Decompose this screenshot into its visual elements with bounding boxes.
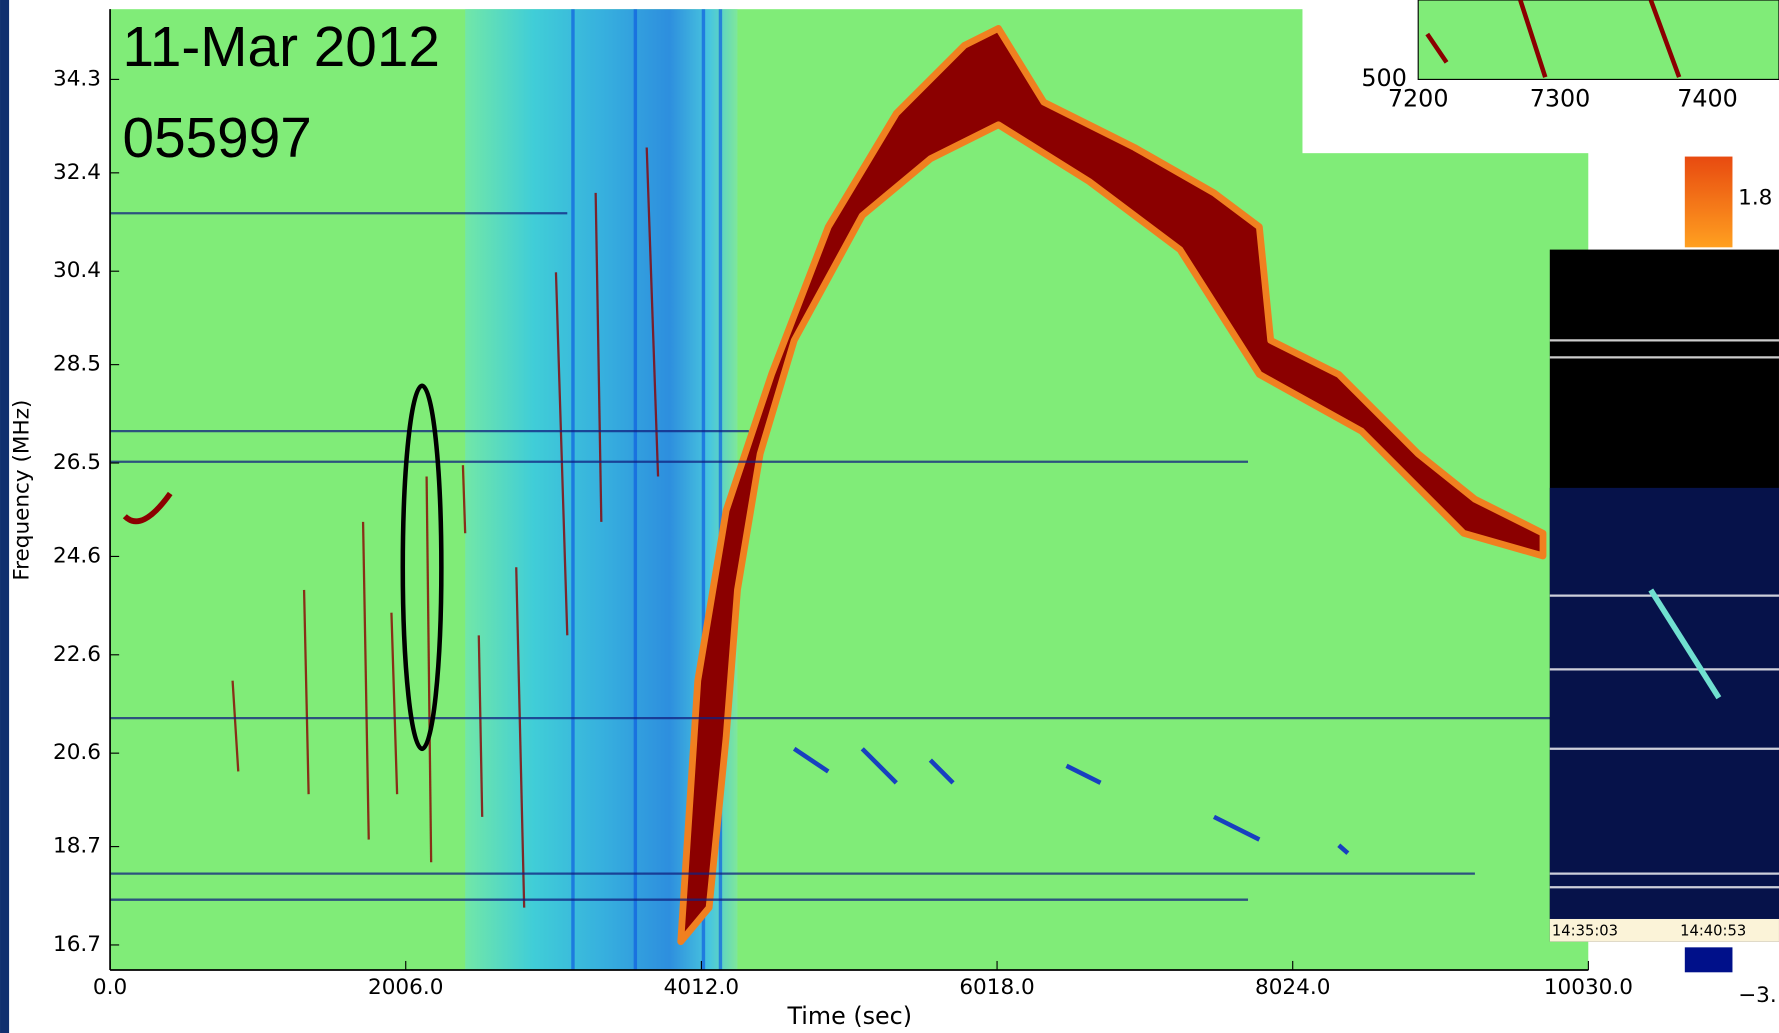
slide-edge <box>0 0 10 1033</box>
highlight-ellipse <box>400 383 444 752</box>
x-tick-label: 8024.0 <box>1255 975 1330 1000</box>
inset-plot: 7200 7300 7400 500 <box>1302 0 1779 154</box>
colorbar-label: −3. <box>1738 983 1777 1008</box>
y-tick-label: 24.6 <box>53 543 101 568</box>
small-burst <box>122 491 173 525</box>
x-axis-label: Time (sec) <box>787 1002 913 1030</box>
inset-image-time: 14:40:53 <box>1680 922 1746 939</box>
inset-x-tick-label: 7300 <box>1530 84 1591 112</box>
spectrogram-image <box>110 9 1589 971</box>
x-tick-label: 4012.0 <box>664 975 739 1000</box>
interference-lines <box>110 212 1589 901</box>
y-tick-label: 30.4 <box>53 258 101 283</box>
inset-area <box>1417 0 1779 80</box>
colorbar-label: 1.8 <box>1738 186 1772 211</box>
annotation: 11-Mar 2012 <box>123 16 440 79</box>
drift-features <box>792 746 1350 855</box>
bursts <box>231 147 660 908</box>
annotation: 055997 <box>123 107 312 170</box>
background <box>110 9 1589 971</box>
inset-x-tick-label: 7400 <box>1677 84 1738 112</box>
axes: 0.0 2006.0 4012.0 6018.0 8024.0 10030.0 16.7 18… <box>53 9 1633 1000</box>
inset-image-feature <box>1648 588 1722 700</box>
x-tick-label: 2006.0 <box>368 975 443 1000</box>
y-tick-label: 32.4 <box>53 160 101 185</box>
y-tick-label: 20.6 <box>53 740 101 765</box>
type-ii-burst <box>677 24 1547 946</box>
y-tick-label: 18.7 <box>53 834 101 859</box>
inset-y-tick-label: 500 <box>1361 64 1406 92</box>
y-tick-label: 22.6 <box>53 642 101 667</box>
y-tick-label: 34.3 <box>53 66 101 91</box>
x-tick-label: 0.0 <box>93 975 127 1000</box>
inset-image: 14:35:03 14:40:53 <box>1549 249 1779 942</box>
inset-image-lines <box>1549 339 1779 889</box>
x-tick-label: 6018.0 <box>959 975 1034 1000</box>
inset-x-tick-label: 7200 <box>1388 84 1449 112</box>
x-tick-label: 10030.0 <box>1544 975 1633 1000</box>
inset-image-axis <box>1549 918 1779 942</box>
colorbar-bottom <box>1684 947 1733 973</box>
y-tick-label: 26.5 <box>53 450 101 475</box>
inset-bursts <box>1425 0 1682 78</box>
inset-image-time: 14:35:03 <box>1552 922 1618 939</box>
y-tick-label: 28.5 <box>53 352 101 377</box>
colorbar-top <box>1684 156 1733 248</box>
inset-image-noise <box>1549 487 1779 919</box>
y-tick-label: 16.7 <box>53 932 101 957</box>
y-axis-label: Frequency (MHz) <box>10 400 35 581</box>
colorbar: 1.8 −3. <box>1684 156 1777 1008</box>
